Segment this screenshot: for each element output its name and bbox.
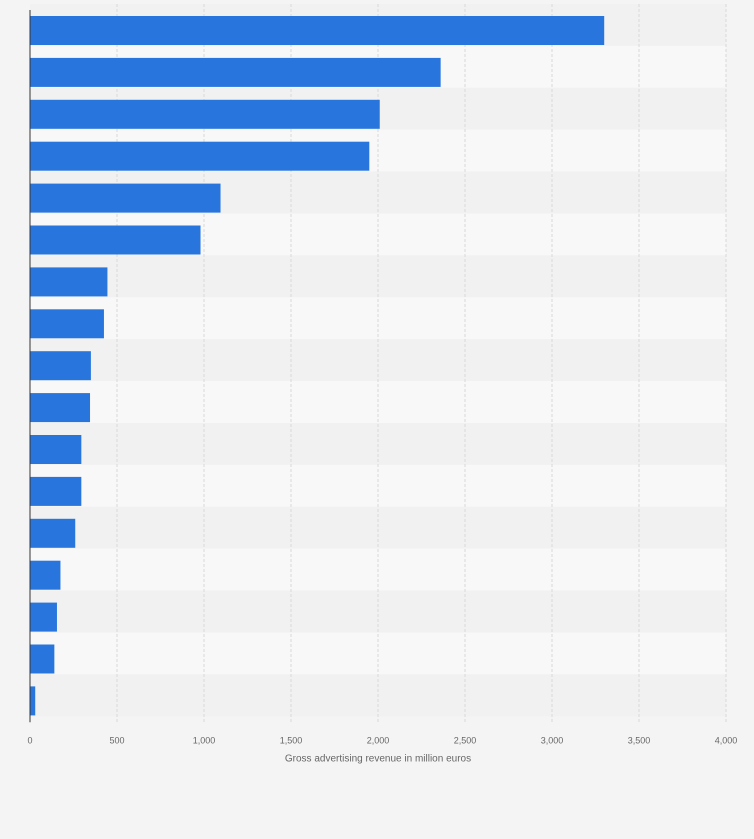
x-tick-label: 3,000 <box>541 735 564 745</box>
x-tick-label: 2,500 <box>454 735 477 745</box>
x-axis-title: Gross advertising revenue in million eur… <box>285 753 471 764</box>
bar[interactable] <box>30 560 61 590</box>
bars <box>30 16 605 716</box>
x-tick-label: 500 <box>109 735 124 745</box>
bar[interactable] <box>30 602 57 632</box>
bar[interactable] <box>30 351 91 381</box>
x-tick-label: 0 <box>27 735 32 745</box>
bar[interactable] <box>30 267 108 297</box>
bar[interactable] <box>30 225 201 255</box>
bar[interactable] <box>30 644 55 674</box>
x-axis-ticks: 0 500 1,000 1,500 2,000 2,500 3,000 3,500 4,000 <box>27 735 737 745</box>
bar[interactable] <box>30 183 221 213</box>
bar[interactable] <box>30 435 82 464</box>
bar[interactable] <box>30 518 76 548</box>
x-tick-label: 1,000 <box>193 735 216 745</box>
x-tick-label: 4,000 <box>715 735 738 745</box>
bar[interactable] <box>30 393 91 423</box>
row-band <box>30 632 726 675</box>
bar[interactable] <box>30 141 370 171</box>
bar[interactable] <box>30 57 441 87</box>
x-tick-label: 2,000 <box>367 735 390 745</box>
x-tick-label: 1,500 <box>280 735 303 745</box>
row-band <box>30 506 726 549</box>
bar[interactable] <box>30 309 104 339</box>
bar[interactable] <box>30 476 82 506</box>
x-tick-label: 3,500 <box>628 735 651 745</box>
bar[interactable] <box>30 99 380 129</box>
bar[interactable] <box>30 16 605 45</box>
bar[interactable] <box>30 686 36 716</box>
row-band <box>30 297 726 340</box>
